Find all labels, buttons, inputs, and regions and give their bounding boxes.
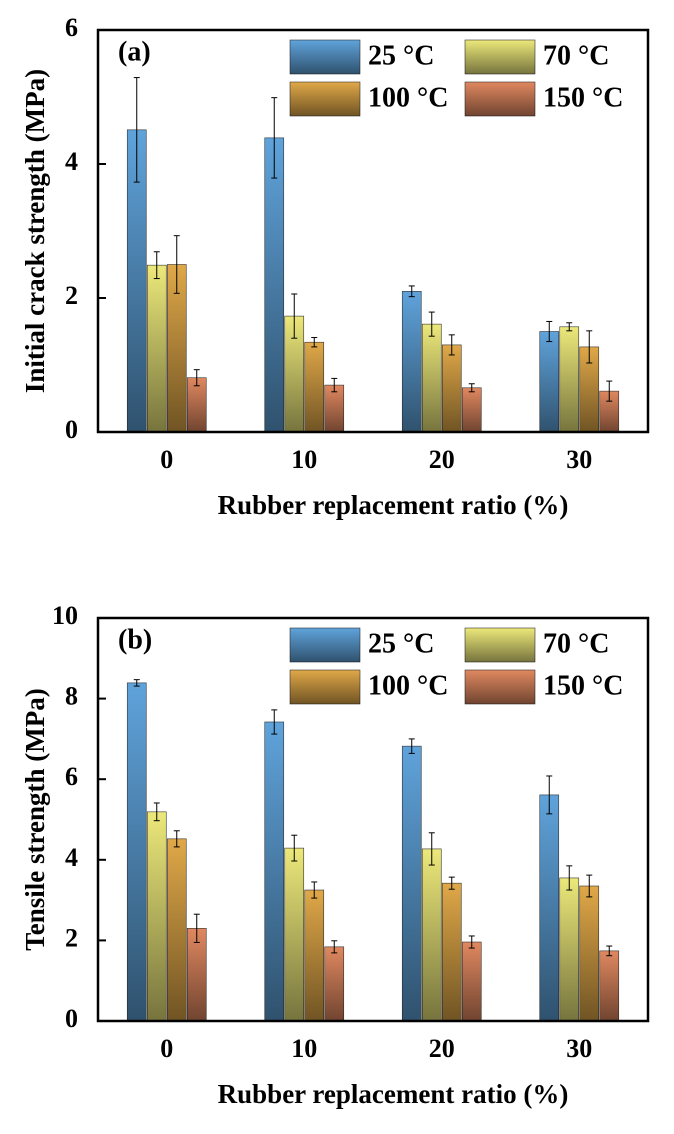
legend-label: 25 °C: [368, 40, 434, 71]
error-bar: [468, 935, 475, 949]
y-tick-label: 0: [65, 415, 78, 444]
bar-shade: [147, 811, 167, 1021]
error-bar: [428, 311, 435, 337]
error-bar: [606, 380, 613, 402]
y-axis-label: Initial crack strength (MPa): [20, 69, 50, 393]
x-tick-label: 20: [429, 445, 455, 474]
bar-shade: [304, 890, 324, 1021]
bar-shade: [462, 942, 482, 1021]
bar-shade: [402, 291, 422, 432]
legend-label: 100 °C: [368, 82, 448, 113]
bar-shade: [167, 838, 187, 1021]
bar-shade: [599, 950, 619, 1021]
error-bar: [311, 881, 318, 899]
bar-shade: [559, 326, 579, 432]
bar-shade: [599, 391, 619, 432]
y-tick-label: 4: [65, 843, 78, 872]
y-axis-label: Tensile strength (MPa): [20, 688, 50, 951]
error-bar: [586, 874, 593, 898]
bar-shade: [579, 885, 599, 1021]
error-bar: [153, 802, 160, 822]
plot-frame: [96, 28, 650, 434]
x-tick-label: 10: [291, 445, 317, 474]
bar-shade: [402, 746, 422, 1021]
error-bar: [271, 709, 278, 735]
error-bar: [291, 834, 298, 862]
x-axis-label: Rubber replacement ratio (%): [218, 490, 569, 520]
error-bar: [173, 235, 180, 294]
y-tick-label: 2: [65, 923, 78, 952]
error-bar: [468, 383, 475, 393]
bar-shade: [187, 377, 207, 432]
y-tick-label: 10: [52, 601, 78, 630]
error-bar: [133, 679, 140, 687]
bar-shade: [187, 928, 207, 1021]
x-tick-label: 0: [160, 1034, 173, 1063]
bar-shade: [422, 324, 442, 432]
y-tick-label: 4: [65, 147, 78, 176]
y-tick-label: 6: [65, 13, 78, 42]
bar-shade: [127, 682, 147, 1021]
error-bar: [331, 377, 338, 393]
error-bar: [546, 320, 553, 343]
bar-shade: [442, 883, 462, 1021]
y-tick-label: 6: [65, 762, 78, 791]
x-tick-label: 10: [291, 1034, 317, 1063]
error-bar: [586, 330, 593, 364]
bar-shade: [284, 316, 304, 432]
error-bar: [428, 832, 435, 866]
plot-frame: [96, 616, 650, 1023]
error-bar: [408, 285, 415, 298]
error-bar: [311, 337, 318, 348]
bar-shade: [147, 265, 167, 432]
panel-label: (a): [118, 36, 151, 67]
bar-shade: [462, 387, 482, 432]
bar-shade: [127, 129, 147, 432]
error-bar: [408, 738, 415, 754]
bar-shade: [539, 331, 559, 432]
error-bar: [448, 876, 455, 890]
error-bar: [448, 334, 455, 356]
bar-shade: [579, 346, 599, 432]
bar-shade: [442, 344, 462, 432]
error-bar: [271, 97, 278, 179]
legend-label: 100 °C: [368, 670, 448, 701]
bar-shade: [324, 946, 344, 1021]
x-tick-label: 20: [429, 1034, 455, 1063]
x-tick-label: 0: [160, 445, 173, 474]
bar-shade: [324, 385, 344, 432]
panel-label: (b): [118, 624, 152, 655]
legend-label: 70 °C: [543, 40, 609, 71]
y-tick-label: 8: [65, 682, 78, 711]
legend-label: 150 °C: [543, 82, 623, 113]
error-bar: [606, 945, 613, 957]
error-bar: [153, 251, 160, 280]
bar-shade: [284, 848, 304, 1021]
error-bar: [546, 775, 553, 815]
x-tick-label: 30: [566, 1034, 592, 1063]
error-bar: [193, 369, 200, 387]
bar-shade: [167, 264, 187, 432]
y-tick-label: 0: [65, 1004, 78, 1033]
error-bar: [566, 322, 573, 332]
bar-shade: [264, 137, 284, 432]
bar-shade: [422, 848, 442, 1021]
x-axis-label: Rubber replacement ratio (%): [218, 1079, 569, 1109]
y-tick-label: 2: [65, 281, 78, 310]
legend-label: 25 °C: [368, 628, 434, 659]
bar-shade: [559, 877, 579, 1021]
error-bar: [193, 913, 200, 943]
error-bar: [133, 77, 140, 183]
error-bar: [291, 293, 298, 339]
error-bar: [331, 940, 338, 954]
legend-label: 70 °C: [543, 628, 609, 659]
bar-shade: [264, 721, 284, 1021]
legend-label: 150 °C: [543, 670, 623, 701]
error-bar: [173, 830, 180, 848]
x-tick-label: 30: [566, 445, 592, 474]
bar-shade: [539, 794, 559, 1021]
error-bar: [566, 865, 573, 891]
bar-shade: [304, 342, 324, 432]
